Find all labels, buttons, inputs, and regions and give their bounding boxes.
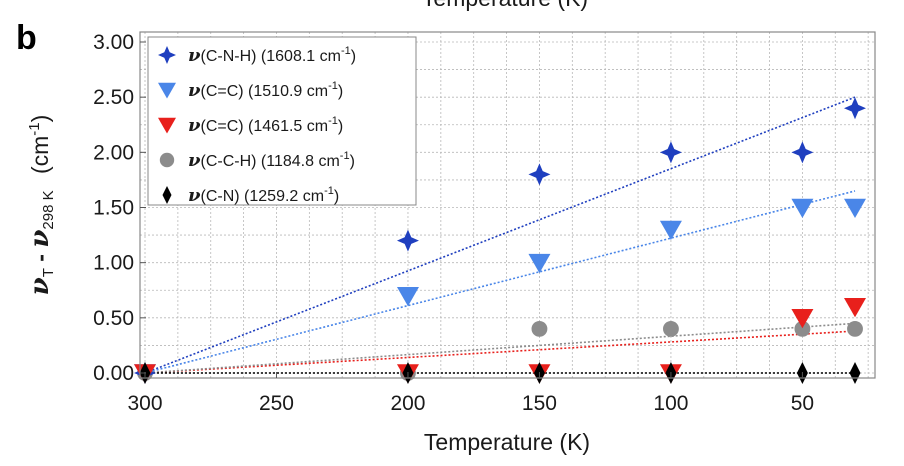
fit-line — [144, 96, 856, 374]
fit-lines — [144, 96, 856, 374]
x-tick-label: 300 — [127, 392, 162, 415]
legend-entry: ν(C-C-H) (1184.8 cm-1) — [188, 150, 355, 171]
legend-label: (C=C) (1461.5 cm — [201, 118, 329, 135]
legend-exp: -1 — [341, 45, 351, 57]
data-point — [528, 163, 551, 186]
y-tick-label: 0.50 — [93, 307, 134, 330]
legend-exp: -1 — [340, 150, 350, 162]
ylabel-nu: ν — [25, 277, 55, 295]
data-point — [794, 320, 811, 337]
data-point — [396, 286, 419, 307]
legend-exp: -1 — [328, 80, 338, 92]
legend-marker — [158, 46, 176, 64]
plot-frame — [139, 31, 876, 379]
data-point — [659, 141, 682, 164]
legend-close: ) — [338, 118, 343, 135]
ylabel-minus: - — [27, 248, 53, 268]
data-point — [396, 229, 419, 252]
data-point — [847, 320, 863, 337]
data-point — [849, 362, 861, 384]
legend-nu: ν — [188, 45, 201, 66]
legend-label: (C-N) (1259.2 cm — [201, 188, 325, 205]
ylabel-nu-2: ν — [25, 230, 55, 248]
ylabel-sub-298k: 298 K — [40, 190, 57, 229]
legend-close: ) — [351, 48, 356, 65]
x-axis-title: Temperature (K) — [424, 429, 590, 455]
data-point — [663, 320, 679, 337]
legend-close: ) — [350, 153, 355, 170]
x-tick-label: 200 — [390, 392, 425, 415]
data-point — [844, 298, 866, 318]
fit-line — [144, 322, 856, 374]
legend-close: ) — [334, 188, 339, 205]
y-axis-ticks: 0.00 0.50 1.00 1.50 2.00 2.50 3.00 — [93, 31, 146, 385]
data-point — [844, 198, 866, 218]
data-point — [844, 97, 866, 120]
legend-entry: ν(C-N) (1259.2 cm-1) — [188, 185, 339, 206]
panel-label: b — [16, 19, 37, 57]
data-point — [528, 253, 551, 274]
legend-entry: ν(C=C) (1461.5 cm-1) — [188, 115, 343, 136]
legend: ν(C-N-H) (1608.1 cm-1)ν(C=C) (1510.9 cm-… — [147, 36, 417, 206]
legend-exp: -1 — [324, 185, 334, 197]
x-tick-label: 250 — [259, 392, 294, 415]
legend-close: ) — [338, 83, 343, 100]
ylabel-exp: -1 — [26, 122, 43, 135]
y-tick-label: 2.50 — [93, 86, 134, 109]
legend-label: (C-N-H) (1608.1 cm — [201, 48, 341, 65]
data-point — [791, 309, 814, 329]
data-point — [791, 141, 814, 164]
y-tick-label: 1.50 — [93, 197, 134, 220]
legend-marker — [158, 117, 176, 134]
y-axis-title: νT - ν298 K (cm-1) — [25, 115, 57, 296]
legend-nu: ν — [188, 115, 201, 136]
legend-nu: ν — [188, 150, 201, 171]
legend-nu: ν — [188, 185, 201, 206]
ylabel-unit: (cm — [27, 136, 53, 181]
ylabel-close: ) — [27, 115, 53, 123]
legend-entry: ν(C=C) (1510.9 cm-1) — [188, 80, 343, 101]
y-tick-label: 3.00 — [93, 31, 134, 54]
legend-entry: ν(C-N-H) (1608.1 cm-1) — [188, 45, 356, 66]
grid — [140, 32, 875, 378]
y-tick-label: 1.00 — [93, 252, 134, 275]
legend-box — [147, 36, 417, 206]
x-tick-label: 100 — [653, 392, 688, 415]
legend-marker — [162, 186, 172, 204]
legend-label: (C-C-H) (1184.8 cm — [201, 153, 340, 170]
legend-marker — [158, 82, 176, 99]
legend-exp: -1 — [328, 115, 338, 127]
x-axis-ticks: 300 250 200 150 100 50 — [127, 372, 814, 415]
y-axis-title-text: νT - ν298 K (cm-1) — [25, 115, 57, 296]
fit-line — [144, 330, 856, 374]
data-point — [659, 220, 682, 241]
y-tick-label: 2.00 — [93, 141, 134, 164]
ylabel-sub-t: T — [40, 268, 57, 277]
y-tick-label: 0.00 — [93, 362, 134, 385]
x-tick-label: 50 — [791, 392, 814, 415]
legend-label: (C=C) (1510.9 cm — [201, 83, 329, 100]
legend-nu: ν — [188, 80, 201, 101]
cut-off-top-xlabel: Temperature (K) — [422, 0, 588, 11]
data-point — [531, 320, 548, 337]
legend-marker — [159, 152, 175, 168]
x-tick-label: 150 — [522, 392, 557, 415]
data-point — [791, 198, 814, 218]
